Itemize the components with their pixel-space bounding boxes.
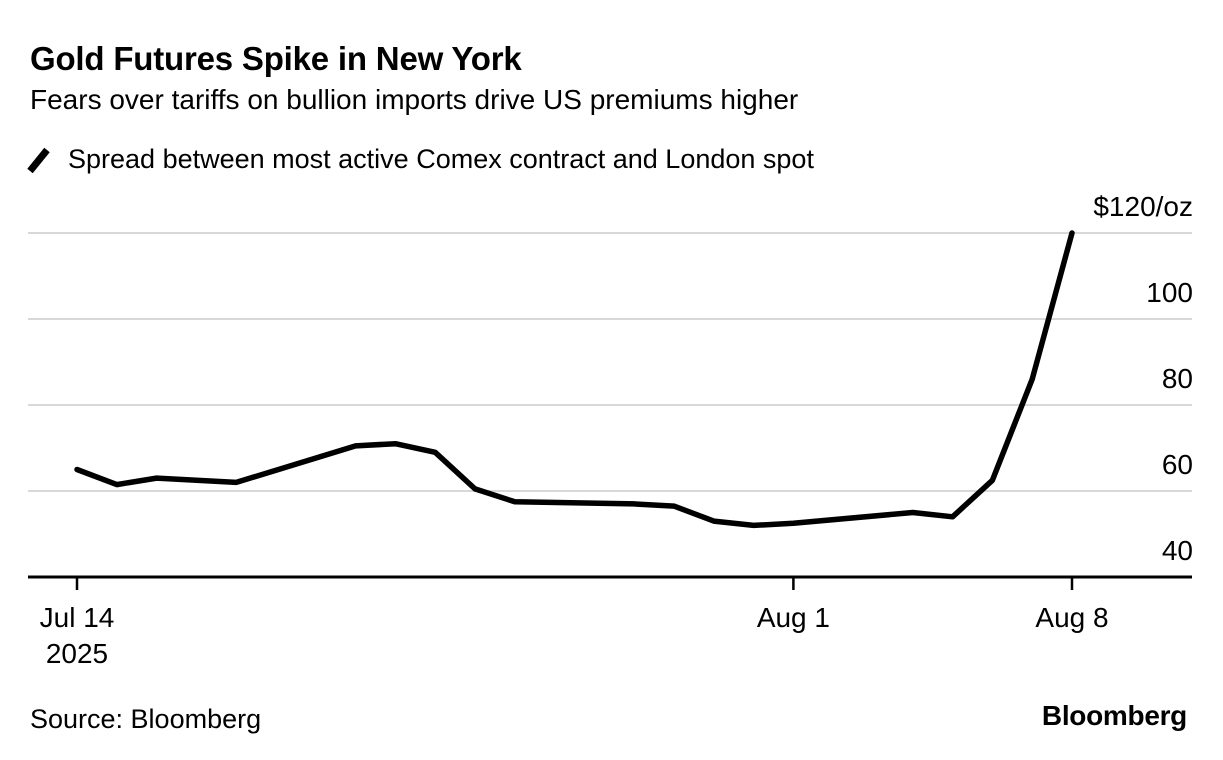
data-series [74, 230, 1075, 529]
x-axis-label: Jul 14 [40, 602, 115, 633]
source-note: Source: Bloomberg [30, 704, 262, 734]
y-axis-label-120: $120/oz [1093, 191, 1193, 222]
x-axis-year-label: 2025 [46, 638, 108, 669]
y-axis-label-100: 100 [1146, 277, 1193, 308]
spread-line-series [74, 230, 1075, 529]
chart-title: Gold Futures Spike in New York [30, 40, 522, 77]
axis-labels: $120/oz 100 80 60 40 Jul 14 2025 Aug 1 Aug 8 [40, 191, 1193, 669]
bloomberg-logo: Bloomberg [1041, 700, 1187, 731]
x-axis-label: Aug 1 [757, 602, 830, 633]
y-axis-label-40: 40 [1162, 535, 1193, 566]
x-axis-label: Aug 8 [1035, 602, 1108, 633]
chart-subtitle: Fears over tariffs on bullion imports dr… [30, 84, 799, 115]
diagonal-line-icon [27, 147, 50, 173]
gridlines [28, 232, 1192, 492]
legend-label: Spread between most active Comex contrac… [68, 144, 814, 174]
y-axis-label-60: 60 [1162, 449, 1193, 480]
x-axis [28, 575, 1192, 590]
y-axis-label-80: 80 [1162, 363, 1193, 394]
legend: Spread between most active Comex contrac… [26, 144, 814, 175]
